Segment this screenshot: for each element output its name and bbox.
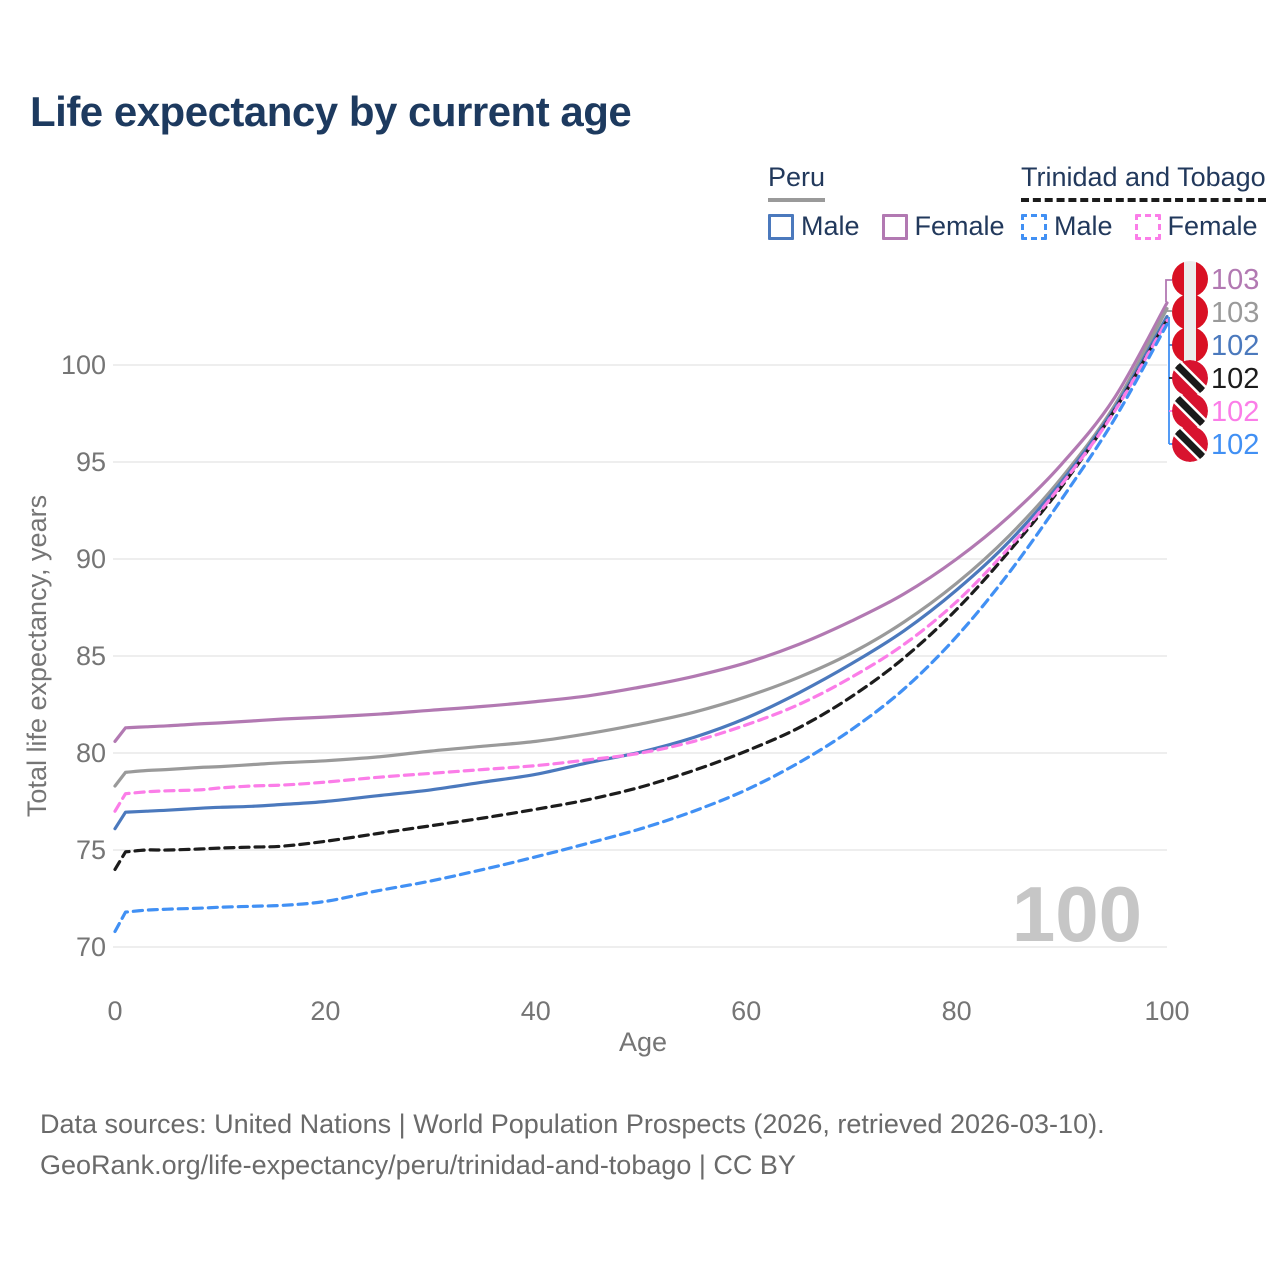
- legend-group-trinidad-and-tobago: Trinidad and Tobago Male Female: [1021, 162, 1266, 242]
- x-tick-label-0: 0: [107, 996, 122, 1026]
- series-line-peru-male: [113, 314, 1169, 831]
- y-tick-label-90: 90: [76, 544, 106, 574]
- legend-item-label: Female: [914, 211, 1005, 241]
- trinidad-and-tobago-flag-icon: [1172, 393, 1208, 429]
- trinidad-and-tobago-flag-icon: [1172, 360, 1208, 396]
- tt-female-swatch-icon: [1134, 213, 1161, 240]
- x-axis-title: Age: [619, 1027, 667, 1057]
- peru-flag-icon: [1172, 261, 1208, 297]
- legend-item-label: Male: [801, 211, 860, 241]
- end-value-label-tt-all: 102: [1211, 363, 1259, 395]
- peru-female-swatch-icon: [881, 213, 908, 240]
- page-title: Life expectancy by current age: [30, 88, 632, 135]
- series-line-peru-all: [113, 307, 1169, 788]
- y-tick-label-100: 100: [61, 350, 106, 380]
- series-line-tt-female: [113, 318, 1169, 813]
- legend-item-label: Female: [1167, 211, 1258, 241]
- end-label-leader-line: [1165, 279, 1172, 302]
- y-tick-label-95: 95: [76, 447, 106, 477]
- legend-item-peru-male[interactable]: Male: [768, 211, 860, 242]
- peru-male-swatch-icon: [768, 213, 794, 240]
- end-value-label-peru-female: 103: [1211, 264, 1259, 296]
- end-value-label-peru-male: 102: [1211, 330, 1259, 362]
- footer-data-sources: Data sources: United Nations | World Pop…: [40, 1109, 1105, 1139]
- peru-flag-icon: [1172, 294, 1208, 330]
- series-line-peru-female: [113, 301, 1169, 743]
- tt-male-swatch-icon: [1021, 213, 1047, 240]
- y-axis-title: Total life expectancy, years: [22, 495, 52, 817]
- y-tick-label-70: 70: [76, 932, 106, 962]
- legend-group-peru: Peru Male Female: [768, 162, 1005, 242]
- peru-flag-icon: [1172, 327, 1208, 363]
- x-tick-label-20: 20: [310, 996, 340, 1026]
- legend-item-label: Male: [1054, 211, 1113, 241]
- y-tick-label-80: 80: [76, 738, 106, 768]
- y-tick-label-85: 85: [76, 641, 106, 671]
- x-tick-label-40: 40: [521, 996, 551, 1026]
- footer-attribution: GeoRank.org/life-expectancy/peru/trinida…: [40, 1150, 796, 1180]
- legend-item-tt-female[interactable]: Female: [1134, 211, 1258, 242]
- legend-group-title-peru: Peru: [768, 162, 826, 202]
- y-tick-label-75: 75: [76, 835, 106, 865]
- series-line-tt-all: [113, 318, 1169, 871]
- end-value-label-tt-male: 102: [1211, 429, 1259, 461]
- x-tick-label-80: 80: [942, 996, 972, 1026]
- end-value-label-tt-female: 102: [1211, 396, 1259, 428]
- x-tick-label-100: 100: [1144, 996, 1189, 1026]
- legend-item-peru-female[interactable]: Female: [881, 211, 1005, 242]
- legend-item-tt-male[interactable]: Male: [1021, 211, 1113, 242]
- series-line-tt-male: [113, 322, 1169, 934]
- x-tick-label-60: 60: [731, 996, 761, 1026]
- footer: Data sources: United Nations | World Pop…: [40, 1104, 1105, 1186]
- age-counter-watermark: 100: [1012, 870, 1142, 958]
- trinidad-and-tobago-flag-icon: [1172, 426, 1208, 462]
- end-value-label-peru-all: 103: [1211, 297, 1259, 329]
- legend-group-title-trinidad-and-tobago: Trinidad and Tobago: [1021, 162, 1266, 202]
